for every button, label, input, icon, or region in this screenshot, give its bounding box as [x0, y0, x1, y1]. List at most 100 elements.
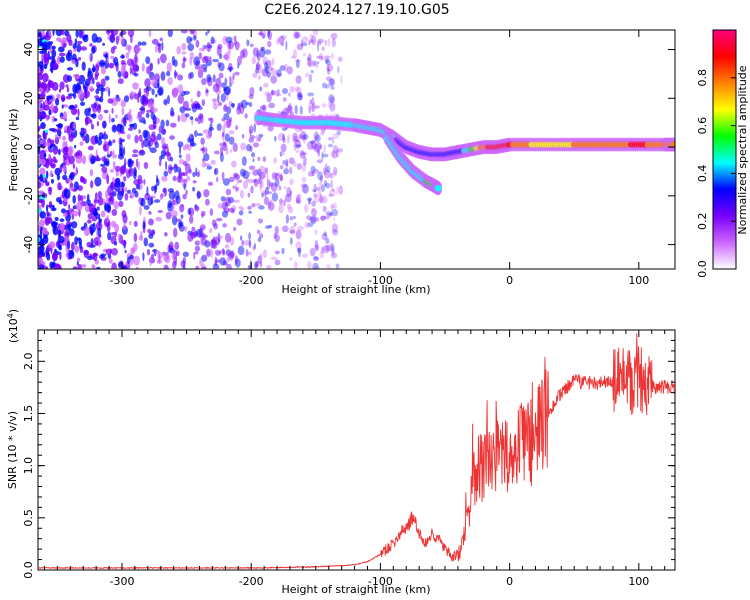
noise-speckle — [201, 160, 207, 168]
noise-speckle — [252, 158, 255, 163]
noise-speckle — [255, 134, 258, 142]
noise-speckle — [307, 92, 315, 97]
noise-speckle — [98, 218, 103, 224]
noise-speckle — [331, 208, 339, 217]
noise-speckle — [289, 86, 295, 93]
noise-speckle — [301, 162, 306, 173]
noise-speckle — [189, 138, 195, 147]
noise-speckle — [264, 91, 270, 97]
noise-speckle — [238, 102, 244, 108]
noise-speckle — [227, 47, 231, 55]
noise-speckle — [274, 93, 282, 97]
noise-speckle — [332, 202, 338, 209]
noise-speckle — [198, 47, 206, 52]
noise-speckle — [225, 147, 229, 155]
y-tick-label: -40 — [22, 236, 35, 254]
noise-speckle — [286, 203, 291, 210]
noise-speckle — [138, 129, 141, 134]
x-tick-label: -200 — [239, 575, 264, 588]
noise-speckle — [309, 33, 314, 40]
noise-speckle — [182, 193, 187, 200]
noise-speckle — [279, 65, 286, 71]
noise-speckle — [308, 105, 312, 114]
noise-speckle — [306, 57, 311, 62]
noise-speckle — [88, 107, 91, 113]
noise-speckle — [222, 35, 228, 45]
noise-speckle — [296, 91, 303, 101]
noise-speckle — [200, 237, 208, 246]
noise-speckle — [225, 188, 232, 196]
noise-speckle — [311, 171, 315, 177]
noise-speckle — [262, 30, 267, 39]
noise-speckle — [43, 52, 49, 63]
noise-speckle — [264, 49, 272, 55]
noise-speckle — [236, 218, 243, 226]
spectrogram-frame — [37, 29, 676, 270]
noise-speckle — [125, 52, 130, 59]
noise-speckle — [221, 171, 225, 181]
noise-speckle — [172, 260, 177, 269]
noise-speckle — [155, 94, 158, 98]
noise-speckle — [220, 196, 226, 202]
noise-speckle — [165, 160, 168, 171]
noise-speckle — [157, 44, 162, 54]
noise-speckle — [254, 263, 259, 268]
noise-speckle — [91, 113, 97, 119]
noise-speckle — [184, 143, 189, 149]
noise-speckle — [245, 177, 249, 183]
noise-speckle — [100, 66, 107, 75]
noise-speckle — [38, 134, 42, 139]
noise-speckle — [286, 134, 290, 144]
noise-speckle — [336, 148, 344, 153]
noise-speckle — [288, 92, 291, 97]
noise-speckle — [300, 130, 307, 141]
noise-speckle — [194, 245, 201, 252]
noise-speckle — [283, 199, 286, 207]
noise-speckle — [139, 107, 146, 111]
noise-speckle — [97, 104, 101, 110]
noise-speckle — [327, 68, 331, 75]
noise-speckle — [313, 256, 319, 260]
noise-speckle — [117, 78, 124, 85]
noise-speckle — [180, 214, 184, 219]
noise-speckle — [107, 140, 113, 147]
noise-speckle — [337, 66, 340, 74]
noise-speckle — [43, 177, 46, 182]
noise-speckle — [274, 234, 280, 243]
noise-speckle — [173, 164, 179, 169]
noise-speckle — [194, 240, 200, 246]
noise-speckle — [60, 30, 65, 36]
noise-speckle — [307, 59, 315, 68]
noise-speckle — [296, 86, 302, 96]
noise-speckle — [204, 44, 207, 50]
noise-speckle — [81, 264, 87, 268]
noise-speckle — [276, 69, 282, 78]
noise-speckle — [201, 99, 205, 107]
noise-speckle — [219, 257, 226, 266]
noise-speckle — [90, 229, 94, 236]
noise-speckle — [289, 190, 293, 197]
noise-speckle — [283, 168, 289, 175]
noise-speckle — [100, 210, 106, 218]
noise-speckle — [233, 199, 240, 203]
noise-speckle — [309, 140, 316, 144]
noise-speckle — [43, 230, 49, 235]
noise-speckle — [248, 165, 256, 171]
noise-speckle — [68, 204, 71, 210]
noise-speckle — [197, 133, 203, 136]
noise-speckle — [248, 171, 251, 176]
noise-speckle — [266, 264, 272, 269]
noise-speckle — [330, 149, 335, 157]
noise-speckle — [224, 196, 231, 207]
x-tick-label: -300 — [110, 575, 135, 588]
noise-speckle — [177, 94, 184, 104]
noise-speckle — [172, 88, 178, 99]
noise-speckle — [191, 103, 195, 109]
noise-speckle — [299, 105, 303, 115]
noise-speckle — [320, 215, 325, 222]
noise-speckle — [333, 166, 338, 176]
noise-speckle — [129, 108, 132, 115]
noise-speckle — [314, 141, 322, 151]
noise-speckle — [97, 139, 103, 146]
noise-speckle — [162, 128, 166, 135]
